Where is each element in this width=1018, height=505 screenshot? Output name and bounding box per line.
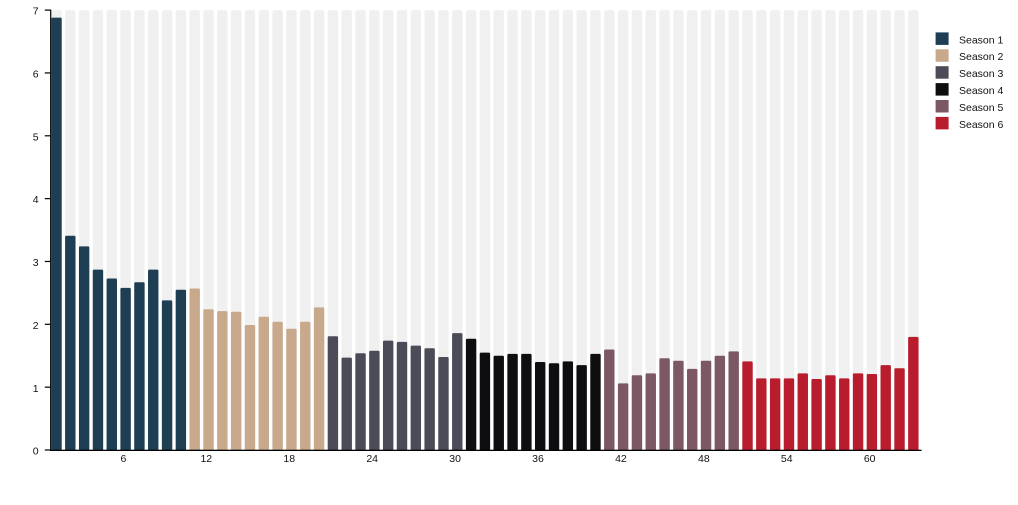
svg-text:18: 18 xyxy=(283,453,295,465)
svg-text:60: 60 xyxy=(864,453,876,465)
svg-text:5: 5 xyxy=(33,131,39,143)
svg-text:Season 4: Season 4 xyxy=(959,85,1004,97)
svg-text:12: 12 xyxy=(200,453,212,465)
svg-text:24: 24 xyxy=(366,453,378,465)
svg-text:54: 54 xyxy=(781,453,793,465)
svg-text:Season 3: Season 3 xyxy=(959,68,1004,80)
svg-text:7: 7 xyxy=(33,6,39,18)
svg-text:Season 2: Season 2 xyxy=(959,51,1004,63)
svg-text:6: 6 xyxy=(120,453,126,465)
svg-text:1: 1 xyxy=(33,383,39,395)
svg-text:3: 3 xyxy=(33,257,39,269)
svg-text:6: 6 xyxy=(33,69,39,81)
svg-text:Season 1: Season 1 xyxy=(959,34,1004,46)
svg-text:0: 0 xyxy=(33,446,39,458)
svg-text:48: 48 xyxy=(698,453,710,465)
svg-text:Season 5: Season 5 xyxy=(959,102,1004,114)
svg-text:30: 30 xyxy=(449,453,461,465)
svg-text:Season 6: Season 6 xyxy=(959,119,1004,131)
svg-text:2: 2 xyxy=(33,320,39,332)
svg-text:4: 4 xyxy=(33,194,39,206)
svg-text:36: 36 xyxy=(532,453,544,465)
svg-text:42: 42 xyxy=(615,453,627,465)
